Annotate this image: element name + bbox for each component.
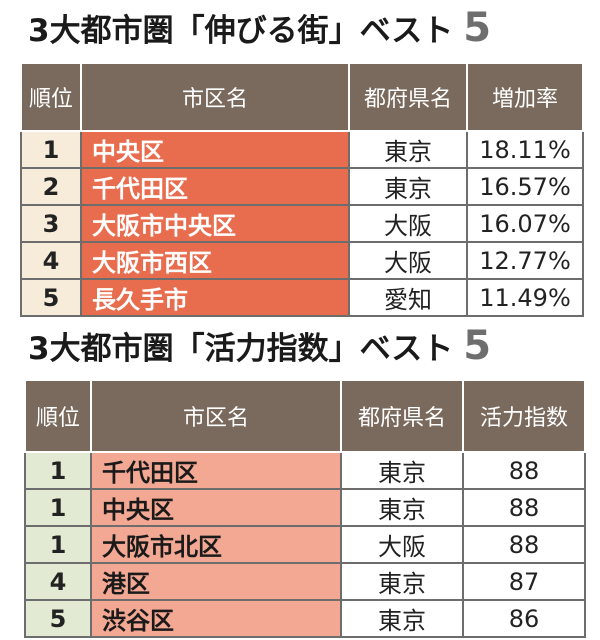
- table-row: 3 大阪市中央区 大阪 16.07%: [20, 204, 584, 243]
- prefecture-cell: 東京: [348, 130, 468, 169]
- title-text: 3大都市圏「活力指数」ベスト: [28, 331, 454, 367]
- table-row: 1 中央区 東京 18.11%: [20, 130, 584, 169]
- prefecture-cell: 東京: [348, 167, 468, 206]
- city-cell: 大阪市中央区: [80, 204, 350, 243]
- vitality-index-cell: 88: [462, 451, 586, 490]
- table-row: 4 港区 東京 87: [24, 562, 586, 601]
- table-row: 1 大阪市北区 大阪 88: [24, 525, 586, 564]
- rank-cell: 5: [20, 278, 82, 317]
- vitality-index-cell: 87: [462, 562, 586, 601]
- city-cell: 大阪市北区: [90, 525, 342, 564]
- header-prefecture: 都府県名: [340, 379, 464, 453]
- city-cell: 大阪市西区: [80, 241, 350, 280]
- table-row: 5 渋谷区 東京 86: [24, 599, 586, 638]
- rank-cell: 1: [24, 451, 92, 490]
- prefecture-cell: 東京: [340, 451, 464, 490]
- vitality-index-cell: 86: [462, 599, 586, 638]
- vitality-ranking-table: 順位 市区名 都府県名 活力指数 1 千代田区 東京 88 1 中央区 東京 8…: [24, 379, 586, 638]
- table-header-row: 順位 市区名 都府県名 活力指数: [24, 379, 586, 453]
- growth-rate-cell: 11.49%: [466, 278, 584, 317]
- table-row: 4 大阪市西区 大阪 12.77%: [20, 241, 584, 280]
- rank-cell: 4: [20, 241, 82, 280]
- table-row: 1 千代田区 東京 88: [24, 451, 586, 490]
- table-row: 5 長久手市 愛知 11.49%: [20, 278, 584, 317]
- growth-rate-cell: 16.07%: [466, 204, 584, 243]
- prefecture-cell: 東京: [340, 488, 464, 527]
- header-rank: 順位: [20, 62, 82, 132]
- rank-cell: 3: [20, 204, 82, 243]
- table-row: 2 千代田区 東京 16.57%: [20, 167, 584, 206]
- ranking-title-vitality: 3大都市圏「活力指数」ベスト 5: [28, 324, 491, 368]
- table-header-row: 順位 市区名 都府県名 増加率: [20, 62, 584, 132]
- rank-cell: 4: [24, 562, 92, 601]
- prefecture-cell: 大阪: [348, 204, 468, 243]
- rank-cell: 1: [24, 525, 92, 564]
- city-cell: 千代田区: [80, 167, 350, 206]
- prefecture-cell: 大阪: [340, 525, 464, 564]
- header-growth-rate: 増加率: [466, 62, 584, 132]
- header-prefecture: 都府県名: [348, 62, 468, 132]
- header-city: 市区名: [80, 62, 350, 132]
- growth-ranking-table: 順位 市区名 都府県名 増加率 1 中央区 東京 18.11% 2 千代田区 東…: [20, 62, 584, 317]
- prefecture-cell: 愛知: [348, 278, 468, 317]
- table-row: 1 中央区 東京 88: [24, 488, 586, 527]
- title-number: 5: [463, 323, 492, 369]
- title-number: 5: [463, 5, 492, 51]
- city-cell: 長久手市: [80, 278, 350, 317]
- growth-rate-cell: 12.77%: [466, 241, 584, 280]
- city-cell: 中央区: [80, 130, 350, 169]
- header-vitality-index: 活力指数: [462, 379, 586, 453]
- growth-rate-cell: 18.11%: [466, 130, 584, 169]
- header-rank: 順位: [24, 379, 92, 453]
- rank-cell: 1: [20, 130, 82, 169]
- rank-cell: 1: [24, 488, 92, 527]
- title-text: 3大都市圏「伸びる街」ベスト: [28, 13, 454, 49]
- rank-cell: 2: [20, 167, 82, 206]
- city-cell: 千代田区: [90, 451, 342, 490]
- ranking-title-growth: 3大都市圏「伸びる街」ベスト 5: [28, 6, 491, 50]
- prefecture-cell: 大阪: [348, 241, 468, 280]
- header-city: 市区名: [90, 379, 342, 453]
- prefecture-cell: 東京: [340, 599, 464, 638]
- city-cell: 中央区: [90, 488, 342, 527]
- vitality-index-cell: 88: [462, 488, 586, 527]
- city-cell: 港区: [90, 562, 342, 601]
- city-cell: 渋谷区: [90, 599, 342, 638]
- prefecture-cell: 東京: [340, 562, 464, 601]
- growth-rate-cell: 16.57%: [466, 167, 584, 206]
- rank-cell: 5: [24, 599, 92, 638]
- vitality-index-cell: 88: [462, 525, 586, 564]
